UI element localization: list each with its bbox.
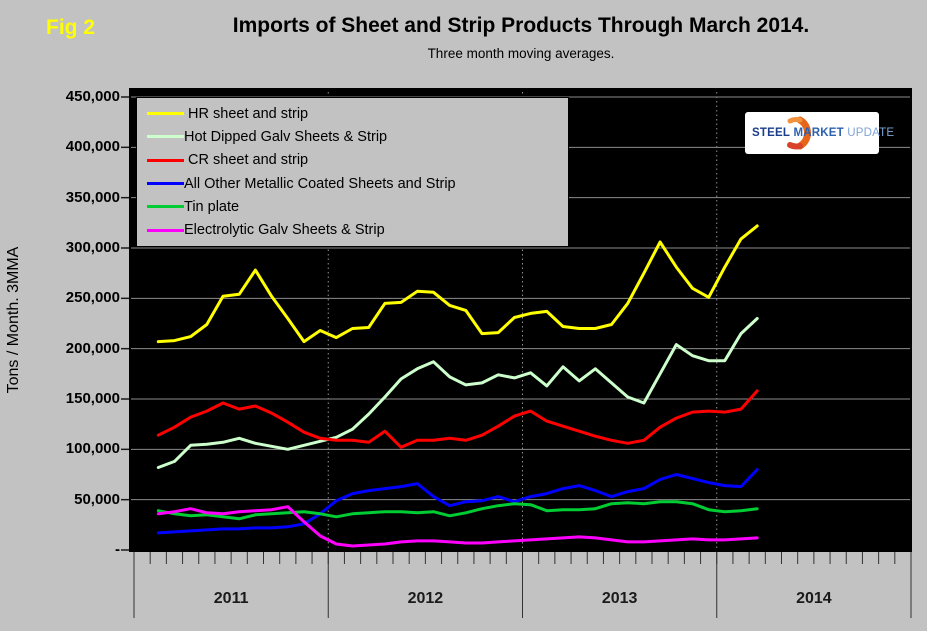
y-tick-label-300,000: 300,000 — [65, 239, 120, 256]
chart-title: Imports of Sheet and Strip Products Thro… — [232, 14, 810, 37]
legend-item-cr-sheet-and-strip: CR sheet and strip — [147, 149, 568, 171]
legend-label: Electrolytic Galv Sheets & Strip — [184, 222, 385, 239]
legend-swatch-tin-plate — [147, 205, 184, 209]
legend-swatch-electrolytic-galv — [147, 228, 184, 232]
legend-item-hot-dipped-galv: Hot Dipped Galv Sheets & Strip — [147, 126, 568, 148]
logo-word-market: MARKET — [793, 127, 844, 139]
legend-label: All Other Metallic Coated Sheets and Str… — [184, 175, 456, 192]
steel-market-update-logo: STEEL MARKET UPDATE — [745, 112, 894, 154]
y-tick-label-450,000: 450,000 — [65, 88, 120, 105]
x-year-label-2012: 2012 — [407, 590, 444, 607]
legend-label: HR sheet and strip — [184, 105, 309, 122]
y-tick-label--: - — [115, 541, 120, 558]
legend-item-hr-sheet-and-strip: HR sheet and strip — [147, 103, 568, 125]
legend-item-all-other-metallic-coated: All Other Metallic Coated Sheets and Str… — [147, 173, 568, 195]
y-tick-label-350,000: 350,000 — [65, 188, 120, 206]
logo-word-update: UPDATE — [847, 127, 895, 139]
series-line-2 — [156, 389, 759, 449]
x-year-label-2014: 2014 — [796, 590, 832, 607]
legend-label: Tin plate — [184, 198, 240, 215]
logo-crescent-icon — [787, 116, 811, 150]
y-tick-label-100,000: 100,000 — [65, 440, 120, 458]
logo-word-steel: STEEL — [752, 127, 791, 139]
legend-label: CR sheet and strip — [184, 152, 309, 169]
logo-text: STEEL MARKET UPDATE — [752, 112, 894, 154]
y-tick-label-400,000: 400,000 — [65, 138, 120, 156]
series-line-5 — [156, 505, 759, 548]
legend-swatch-all-other-metallic-coated — [147, 182, 184, 186]
figure-label: Fig 2 — [46, 16, 96, 39]
series-line-0 — [156, 224, 759, 344]
legend-swatch-hr-sheet-and-strip — [147, 112, 184, 116]
legend-swatch-hot-dipped-galv — [147, 135, 184, 139]
y-tick-label-150,000: 150,000 — [65, 390, 120, 407]
legend-swatch-cr-sheet-and-strip — [147, 158, 184, 162]
legend-item-electrolytic-galv: Electrolytic Galv Sheets & Strip — [147, 219, 568, 241]
legend-item-tin-plate: Tin plate — [147, 196, 568, 218]
series-line-4 — [156, 500, 759, 521]
y-tick-label-50,000: 50,000 — [74, 490, 120, 508]
y-tick-label-200,000: 200,000 — [65, 339, 120, 357]
x-year-label-2011: 2011 — [213, 590, 249, 607]
series-line-3 — [156, 468, 759, 535]
y-tick-label-250,000: 250,000 — [65, 289, 120, 307]
legend-label: Hot Dipped Galv Sheets & Strip — [184, 128, 388, 145]
chart-subtitle: Three month moving averages. — [427, 46, 615, 61]
series-line-1 — [156, 317, 759, 469]
chart-legend: HR sheet and strip Hot Dipped Galv Sheet… — [136, 97, 569, 247]
x-year-label-2013: 2013 — [601, 590, 638, 607]
